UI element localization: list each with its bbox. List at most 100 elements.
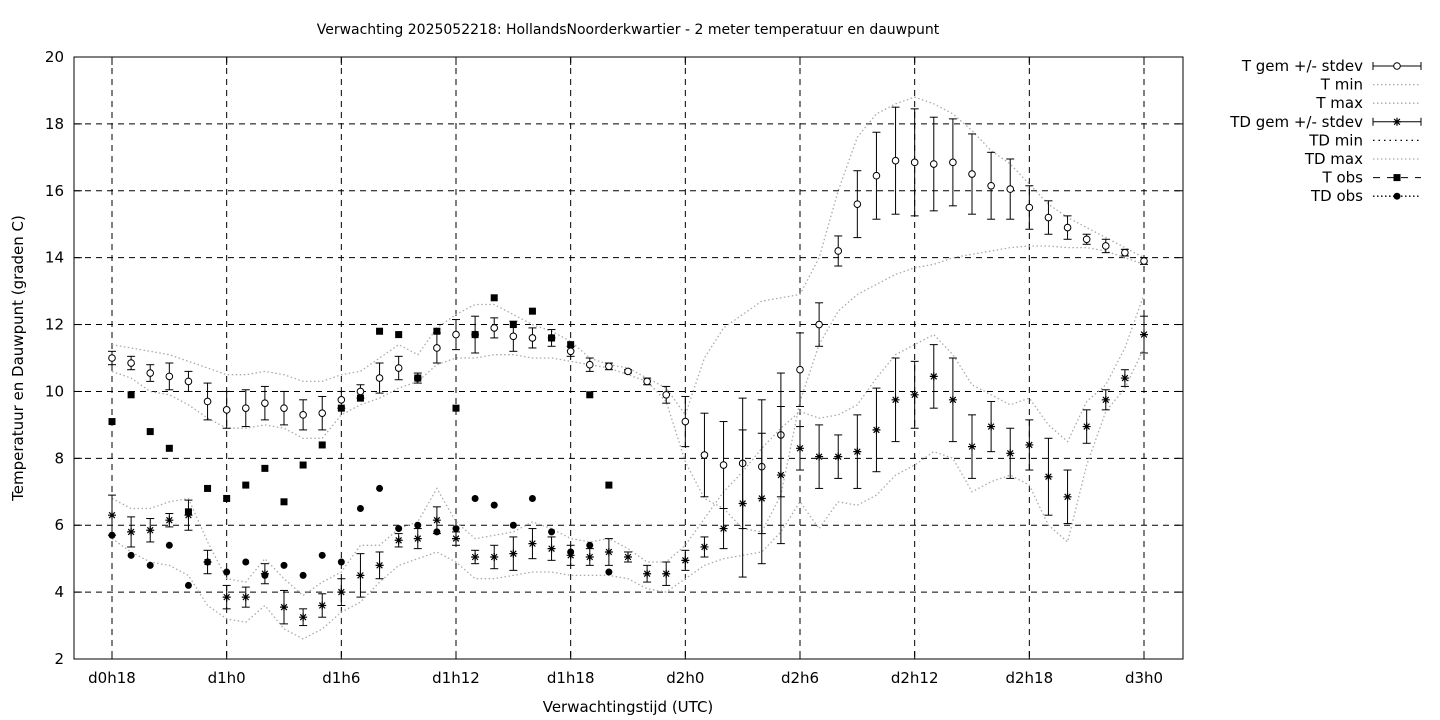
t-mean-point [222, 406, 231, 414]
legend-item: TD min [1308, 131, 1421, 149]
td-mean-point [108, 511, 116, 520]
t-obs-point [567, 341, 575, 349]
legend-label: T max [1315, 94, 1363, 112]
envelope-line-3 [111, 294, 1145, 597]
td-obs-point [528, 494, 536, 502]
t-mean-point [280, 404, 288, 412]
td-obs-point [299, 571, 307, 579]
td-mean-point [643, 569, 652, 578]
t-mean-point [1101, 242, 1110, 250]
t-obs-point [127, 391, 135, 399]
t-mean-point [433, 344, 441, 352]
y-tick-label: 14 [45, 249, 64, 267]
td-mean-point [853, 447, 862, 456]
legend-item: TD max [1304, 150, 1421, 168]
td-obs-point [490, 501, 498, 509]
y-tick-label: 20 [45, 48, 64, 66]
legend-label: TD max [1304, 150, 1363, 168]
t-obs-point [299, 461, 307, 469]
td-obs-point [184, 581, 192, 589]
x-tick-label: d2h12 [891, 669, 939, 687]
td-mean-point [127, 527, 136, 536]
td-obs-point [433, 528, 441, 536]
y-tick-label: 2 [54, 650, 64, 668]
t-mean-point [891, 156, 900, 165]
y-tick-label: 4 [54, 583, 64, 601]
t-mean-point [1121, 248, 1129, 257]
t-mean-point [681, 417, 690, 426]
td-mean-point [490, 552, 499, 561]
td-mean-point [1140, 330, 1148, 339]
t-mean-point [1006, 185, 1015, 193]
td-obs-point [395, 525, 403, 533]
td-mean-point [1044, 472, 1053, 481]
t-obs-point [261, 464, 269, 472]
td-mean-point [891, 395, 900, 404]
td-mean-point [547, 544, 556, 553]
td-mean-point [222, 593, 231, 602]
t-obs-point [586, 391, 594, 399]
t-mean-point [929, 160, 938, 168]
td-mean-series [108, 315, 1148, 627]
td-mean-point [968, 442, 976, 451]
envelope-line-1 [111, 96, 1145, 417]
legend-item: TD obs [1310, 187, 1421, 205]
t-mean-point [1082, 235, 1091, 244]
td-obs-point [567, 548, 575, 556]
t-mean-point [528, 334, 537, 342]
td-mean-point [796, 444, 804, 453]
td-mean-point [872, 425, 881, 434]
chart-title: Verwachting 2025052218: HollandsNoorderk… [317, 22, 940, 38]
td-mean-point [394, 536, 403, 545]
td-obs-point [318, 551, 326, 559]
t-mean-point [719, 461, 728, 469]
td-mean-point [662, 569, 671, 578]
td-obs-point [127, 551, 135, 559]
grid [74, 57, 1183, 659]
td-obs-point [223, 568, 231, 576]
t-obs-point [490, 294, 498, 302]
td-mean-point [910, 390, 919, 399]
t-mean-point [643, 377, 651, 386]
y-tick-label: 10 [45, 382, 64, 400]
t-obs-point [108, 418, 116, 426]
x-axis-label: Verwachtingstijd (UTC) [543, 698, 714, 716]
legend-label: T min [1320, 76, 1363, 94]
td-obs-point [509, 521, 517, 529]
x-tick-label: d1h6 [322, 669, 360, 687]
t-obs-point [528, 307, 536, 315]
legend-label: T obs [1322, 169, 1364, 187]
td-obs-point [452, 525, 460, 533]
td-mean-point [948, 395, 957, 404]
t-mean-point [299, 411, 307, 419]
legend-item: T max [1315, 94, 1421, 112]
td-mean-point [815, 452, 824, 461]
td-obs-point [108, 531, 116, 539]
x-tick-label: d0h18 [88, 669, 136, 687]
td-mean-point [318, 601, 327, 610]
td-mean-point [413, 534, 422, 543]
y-tick-label: 12 [45, 316, 64, 334]
td-obs-point [204, 558, 212, 566]
plot-area [108, 96, 1148, 640]
t-mean-point [1140, 257, 1148, 265]
td-obs-point [242, 558, 250, 566]
legend-item: T obs [1322, 169, 1421, 187]
t-mean-point [165, 372, 174, 381]
t-obs-point [337, 404, 345, 412]
td-obs-series [108, 484, 613, 589]
t-mean-point [796, 365, 804, 374]
td-mean-point [337, 588, 346, 597]
y-tick-label: 16 [45, 182, 64, 200]
t-mean-point [318, 409, 327, 417]
t-mean-point [1063, 223, 1072, 232]
t-mean-point [356, 387, 365, 396]
legend-marker [1393, 174, 1401, 182]
td-mean-point [834, 452, 843, 461]
t-obs-point [395, 331, 403, 339]
t-obs-point [280, 498, 288, 506]
td-obs-point [376, 484, 384, 492]
t-mean-point [127, 359, 135, 367]
